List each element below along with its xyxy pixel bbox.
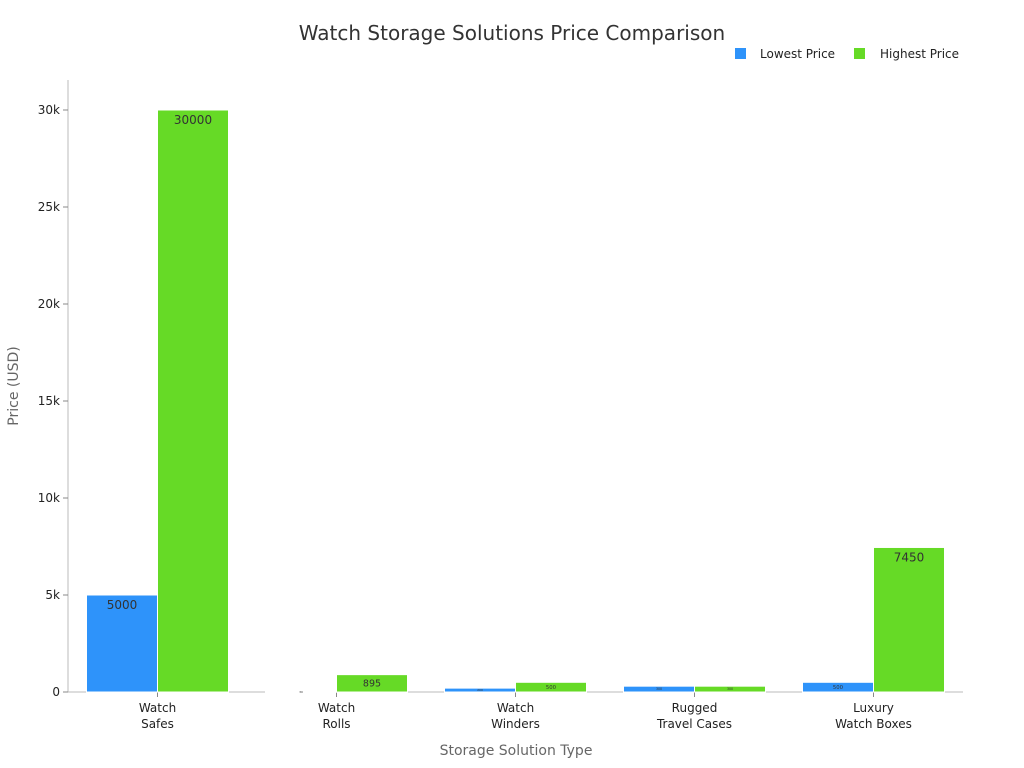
chart-title: Watch Storage Solutions Price Comparison <box>299 21 725 45</box>
bar-highest[interactable] <box>336 674 408 693</box>
x-axis: Watch Safes Watch Rolls Watch Winders Rugged Tr… <box>68 691 963 731</box>
y-tick-label: 15k <box>38 394 60 408</box>
category-label-line: Watch Boxes <box>835 717 912 731</box>
category-label-line: Watch <box>497 701 534 715</box>
data-label: 5000 <box>107 598 138 612</box>
data-label: 500 <box>833 685 844 691</box>
y-axis-title: Price (USD) <box>6 346 22 425</box>
bar-highest[interactable] <box>157 109 229 693</box>
category-label-line: Luxury <box>853 701 894 715</box>
y-tick-label: 10k <box>38 491 60 505</box>
category-label-line: Rugged <box>672 701 718 715</box>
category-label: Watch Winders <box>491 701 540 731</box>
category-label-line: Travel Cases <box>656 717 732 731</box>
y-tick-label: 30k <box>38 103 60 117</box>
category-label: Rugged Travel Cases <box>656 701 732 731</box>
data-label: 895 <box>363 679 381 690</box>
data-label: 7450 <box>894 550 925 564</box>
category-label-line: Watch <box>318 701 355 715</box>
bar-highest[interactable] <box>694 685 766 693</box>
y-tick-label: 0 <box>52 685 60 699</box>
legend: Lowest Price Highest Price <box>735 47 959 61</box>
legend-swatch-highest <box>854 48 865 59</box>
x-ticks: Watch Safes Watch Rolls Watch Winders Rugged Tr… <box>139 692 912 731</box>
category-label: Luxury Watch Boxes <box>835 701 912 731</box>
y-axis: 0 5k 10k 15k 20k 25k 30k <box>38 80 69 699</box>
y-tick-label: 25k <box>38 200 60 214</box>
category-label-line: Rolls <box>322 717 350 731</box>
data-label: 30000 <box>174 113 212 127</box>
legend-swatch-lowest <box>735 48 746 59</box>
x-axis-title: Storage Solution Type <box>440 743 593 759</box>
category-label-line: Safes <box>141 717 174 731</box>
bar-highest[interactable] <box>873 546 945 693</box>
bars <box>86 109 945 693</box>
category-label-line: Watch <box>139 701 176 715</box>
legend-label-lowest: Lowest Price <box>760 47 835 61</box>
category-label: Watch Safes <box>139 701 176 731</box>
legend-label-highest: Highest Price <box>880 47 959 61</box>
data-labels: 5000 30000 30 895 200 500 300 300 500 7450 <box>107 113 925 694</box>
category-label: Watch Rolls <box>318 701 355 731</box>
data-label: 500 <box>546 685 557 691</box>
y-tick-label: 20k <box>38 297 60 311</box>
category-label-line: Winders <box>491 717 540 731</box>
data-label: 30 <box>299 690 303 694</box>
data-label: 300 <box>727 687 733 691</box>
y-ticks: 0 5k 10k 15k 20k 25k 30k <box>38 103 68 699</box>
y-tick-label: 5k <box>45 588 60 602</box>
data-label: 200 <box>477 688 483 692</box>
bar-highest[interactable] <box>515 681 587 693</box>
data-label: 300 <box>656 687 662 691</box>
